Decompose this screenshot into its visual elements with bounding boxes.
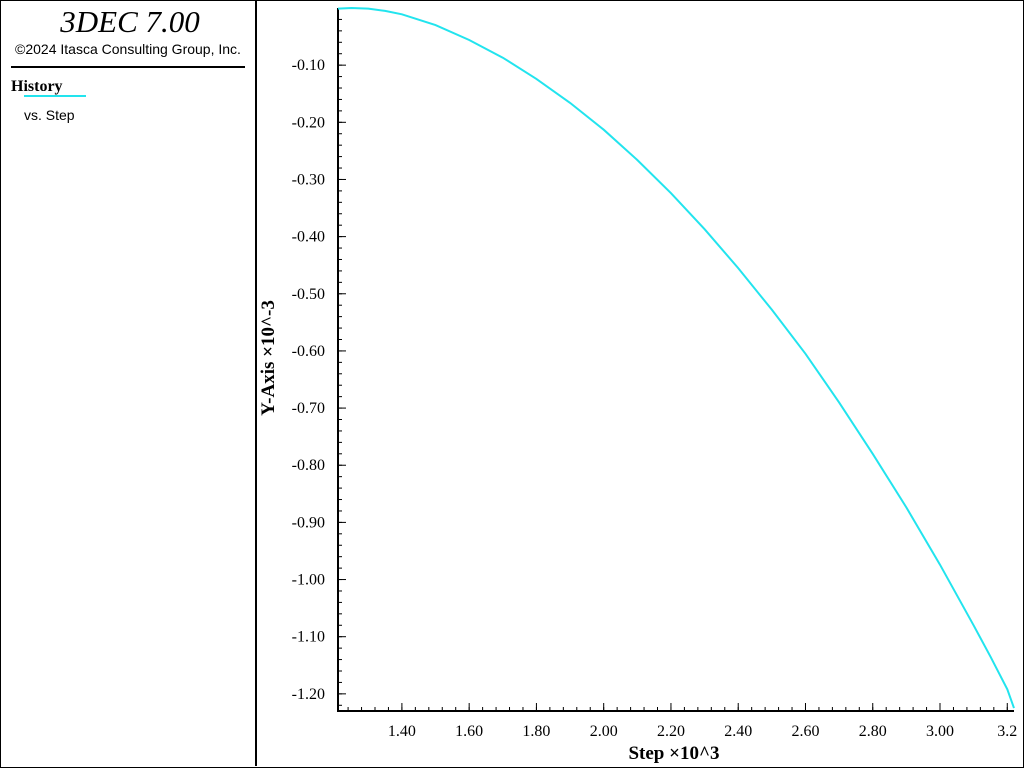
history-plot: -0.10 -0.20 -0.30 -0.40 -0.50 -0.60 -0.70 -0.80…	[258, 6, 1017, 764]
series-line	[337, 6, 1015, 709]
x-ticks: 1.40 1.60 1.80 2.00 2.20 2.40 2.60 2.80 3.00 3.2	[388, 703, 1017, 740]
copyright-text: ©2024 Itasca Consulting Group, Inc.	[15, 41, 241, 57]
y-tick-label: -0.30	[292, 171, 325, 188]
y-ticks: -0.10 -0.20 -0.30 -0.40 -0.50 -0.60 -0.70 -0.80…	[292, 57, 346, 703]
app-title: 3DEC 7.00	[60, 4, 200, 39]
series-legend-label: vs. Step	[24, 107, 75, 123]
x-tick-label: 1.60	[455, 723, 483, 740]
y-tick-label: -0.10	[292, 57, 325, 74]
x-tick-label: 1.80	[522, 723, 550, 740]
legend-panel: 3DEC 7.00 ©2024 Itasca Consulting Group,…	[1, 1, 257, 766]
x-tick-label: 3.2	[997, 723, 1017, 740]
y-tick-label: -1.10	[292, 629, 325, 646]
x-tick-label: 2.00	[590, 723, 618, 740]
y-tick-label: -0.20	[292, 114, 325, 131]
y-tick-label: -0.40	[292, 229, 325, 246]
series-legend-swatch	[24, 95, 86, 97]
y-tick-label: -0.60	[292, 343, 325, 360]
x-tick-label: 2.60	[791, 723, 819, 740]
x-tick-label: 2.20	[657, 723, 685, 740]
y-tick-label: -0.70	[292, 400, 325, 417]
y-axis-title: Y-Axis ×10^-3	[258, 300, 279, 416]
minor-ticks	[338, 18, 1008, 711]
y-tick-label: -1.20	[292, 686, 325, 703]
history-heading: History	[11, 78, 63, 95]
x-tick-label: 1.40	[388, 723, 416, 740]
x-tick-label: 2.80	[859, 723, 887, 740]
y-tick-label: -1.00	[292, 572, 325, 589]
x-tick-label: 2.40	[724, 723, 752, 740]
title-divider	[11, 66, 245, 68]
x-axis-title: Step ×10^3	[628, 743, 719, 764]
x-tick-label: 3.00	[926, 723, 954, 740]
plot-axes	[337, 8, 1014, 712]
y-tick-label: -0.80	[292, 457, 325, 474]
y-tick-label: -0.90	[292, 514, 325, 531]
y-tick-label: -0.50	[292, 286, 325, 303]
